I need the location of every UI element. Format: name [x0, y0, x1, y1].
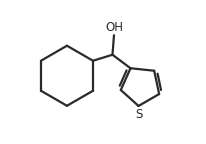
Text: S: S [135, 108, 142, 121]
Text: OH: OH [106, 21, 124, 34]
